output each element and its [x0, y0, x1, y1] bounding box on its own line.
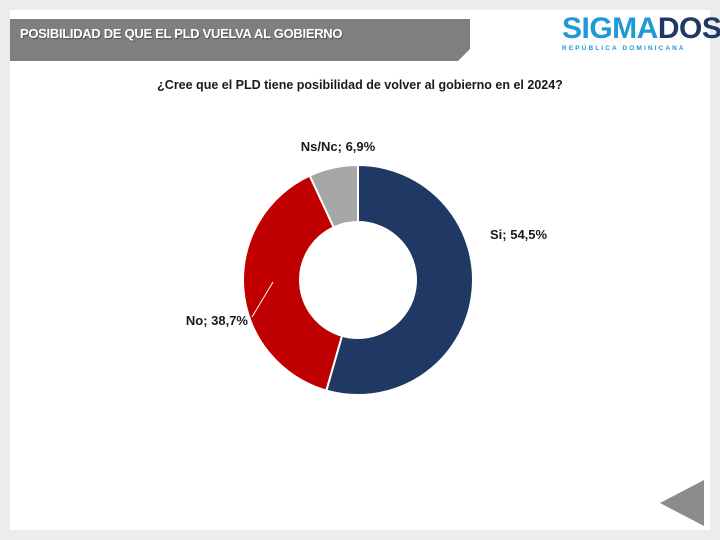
data-label-si: Si; 54,5%	[490, 227, 548, 242]
data-label-nsnc: Ns/Nc; 6,9%	[301, 139, 376, 154]
donut-chart: Si; 54,5% No; 38,7% Ns/Nc; 6,9%	[186, 139, 548, 396]
leader-line-no	[251, 281, 274, 318]
chart-title: ¿Cree que el PLD tiene posibilidad de vo…	[157, 78, 563, 92]
page-title: POSIBILIDAD DE QUE EL PLD VUELVA AL GOBI…	[20, 26, 343, 41]
header-bar	[10, 19, 470, 61]
logo-subtitle: REPÚBLICA DOMINICANA	[562, 45, 686, 52]
brand-logo: SIGMADOS REPÚBLICA DOMINICANA	[562, 12, 720, 53]
slice-si	[325, 163, 474, 396]
logo-wordmark: SIGMADOS	[562, 12, 720, 45]
slice-no	[241, 174, 344, 392]
slice-nsnc	[308, 163, 359, 229]
slide: POSIBILIDAD DE QUE EL PLD VUELVA AL GOBI…	[10, 10, 720, 530]
data-label-no: No; 38,7%	[186, 313, 249, 328]
previous-arrow-icon[interactable]	[660, 480, 706, 526]
